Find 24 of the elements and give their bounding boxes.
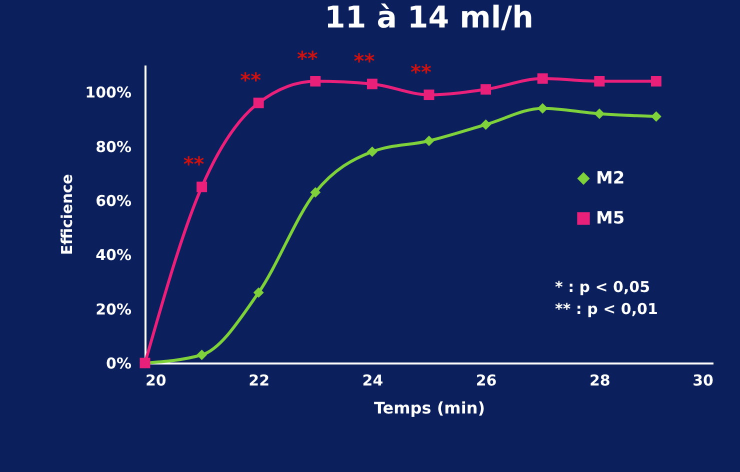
x-axis-title: Temps (min): [374, 398, 486, 418]
annotation: **: [296, 46, 318, 70]
annotation: **: [354, 48, 376, 73]
annotation: **: [410, 60, 432, 84]
legend-label: M5: [596, 208, 625, 228]
x-tick-label: 26: [476, 372, 497, 390]
legend-label: M2: [596, 168, 625, 188]
annotation: **: [183, 152, 205, 176]
y-tick-label: 20%: [96, 300, 132, 318]
annotation: * : p < 0,05: [555, 278, 650, 296]
y-axis-title: Efficience: [58, 174, 76, 255]
x-tick-label: 22: [248, 372, 270, 390]
y-tick-label: 40%: [96, 246, 132, 264]
annotation: **: [240, 68, 262, 92]
chart-title: 11 à 14 ml/h: [324, 0, 534, 36]
x-tick-label: 28: [589, 372, 610, 390]
y-tick-label: 80%: [96, 138, 132, 156]
x-tick-label: 30: [692, 372, 714, 390]
y-tick-label: 0%: [106, 354, 132, 372]
x-tick-label: 20: [146, 372, 166, 390]
x-tick-label: 24: [362, 372, 384, 390]
y-tick-label: 60%: [96, 192, 132, 210]
annotation: ** : p < 0,01: [555, 300, 658, 318]
y-tick-label: 100%: [85, 84, 132, 102]
